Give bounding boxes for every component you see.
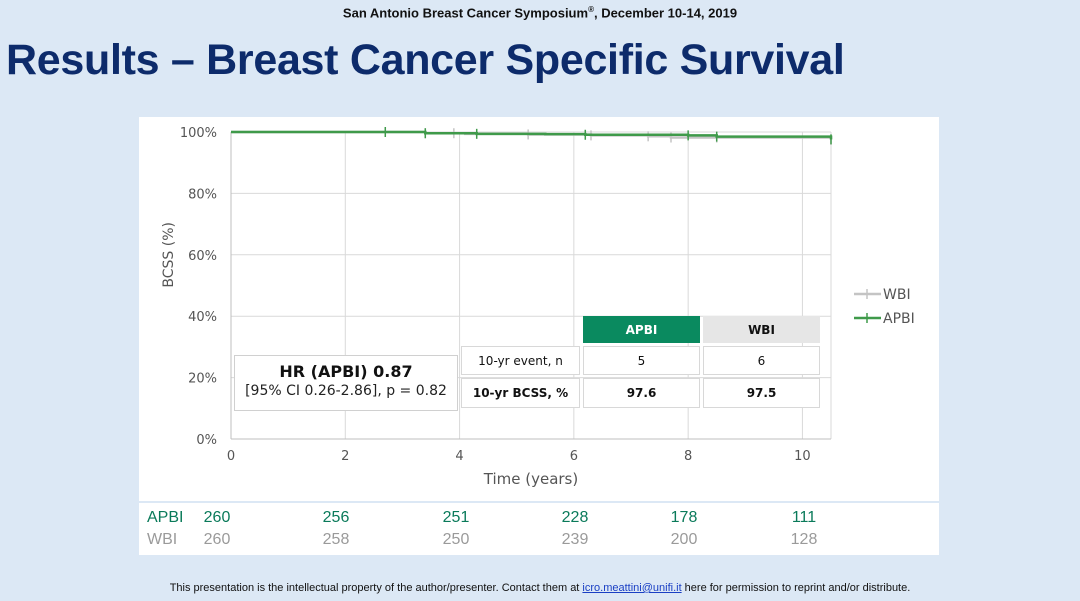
footer-text: This presentation is the intellectual pr… xyxy=(169,582,583,594)
results-header-wbi: WBI xyxy=(703,316,820,343)
risk-count-apbi: 251 xyxy=(442,509,470,526)
x-tick-label: 4 xyxy=(455,449,463,464)
number-at-risk-table: APBI WBI 260 256 251 228 178 111 260 258… xyxy=(139,503,939,555)
risk-count-apbi: 228 xyxy=(561,509,589,526)
risk-label-wbi: WBI xyxy=(147,531,178,548)
risk-count-wbi: 258 xyxy=(322,531,350,548)
hazard-ratio-title: HR (APBI) 0.87 xyxy=(279,362,413,381)
risk-count-apbi: 256 xyxy=(322,509,350,526)
conference-name: San Antonio Breast Cancer Symposium xyxy=(342,5,589,21)
x-tick-label: 10 xyxy=(794,449,811,464)
results-cell-wbi: 6 xyxy=(703,346,820,375)
risk-count-wbi: 128 xyxy=(790,531,818,548)
y-axis-title: BCSS (%) xyxy=(161,222,177,288)
footer-disclaimer: This presentation is the intellectual pr… xyxy=(0,582,1080,594)
hazard-ratio-box: HR (APBI) 0.87 [95% CI 0.26-2.86], p = 0… xyxy=(234,355,458,411)
x-tick-label: 8 xyxy=(684,449,692,464)
slide-title: Results – Breast Cancer Specific Surviva… xyxy=(6,36,845,84)
x-axis-title: Time (years) xyxy=(483,470,578,488)
survival-chart-panel: 0% 20% 40% 60% 80% 100% 0 2 4 6 8 10 Time (years) BCS… xyxy=(139,117,939,501)
risk-count-wbi: 250 xyxy=(442,531,470,548)
results-row-label: 10-yr BCSS, % xyxy=(461,378,580,408)
results-cell-apbi: 5 xyxy=(583,346,700,375)
results-cell-wbi: 97.5 xyxy=(703,378,820,408)
legend-label-wbi: WBI xyxy=(883,287,911,303)
km-survival-chart: 0% 20% 40% 60% 80% 100% 0 2 4 6 8 10 Time (years) BCS… xyxy=(161,126,915,488)
y-tick-label: 60% xyxy=(188,249,217,264)
risk-label-apbi: APBI xyxy=(147,509,184,526)
risk-count-apbi: 111 xyxy=(791,509,817,526)
results-row-label: 10-yr event, n xyxy=(461,346,580,375)
y-tick-label: 20% xyxy=(188,372,217,387)
risk-count-wbi: 260 xyxy=(203,531,231,548)
risk-count-wbi: 200 xyxy=(670,531,698,548)
risk-count-apbi: 178 xyxy=(670,509,698,526)
x-tick-label: 6 xyxy=(570,449,578,464)
conference-header: San Antonio Breast Cancer Symposium®, De… xyxy=(0,5,1080,20)
legend-label-apbi: APBI xyxy=(883,311,915,327)
footer-text-end: here for permission to reprint and/or di… xyxy=(681,582,911,594)
y-tick-label: 40% xyxy=(188,310,217,325)
results-cell-apbi: 97.6 xyxy=(583,378,700,408)
hazard-ratio-ci: [95% CI 0.26-2.86], p = 0.82 xyxy=(245,383,447,399)
y-tick-label: 80% xyxy=(188,187,217,202)
x-tick-label: 2 xyxy=(341,449,349,464)
registered-mark: ® xyxy=(588,5,594,14)
y-tick-label: 0% xyxy=(196,433,217,448)
results-header-apbi: APBI xyxy=(583,316,700,343)
footer-email-link[interactable]: icro.meattini@unifi.it xyxy=(582,582,682,594)
risk-count-apbi: 260 xyxy=(203,509,231,526)
x-tick-label: 0 xyxy=(227,449,235,464)
conference-dates: , December 10-14, 2019 xyxy=(593,5,738,21)
risk-count-wbi: 239 xyxy=(561,531,589,548)
y-tick-label: 100% xyxy=(180,126,217,141)
